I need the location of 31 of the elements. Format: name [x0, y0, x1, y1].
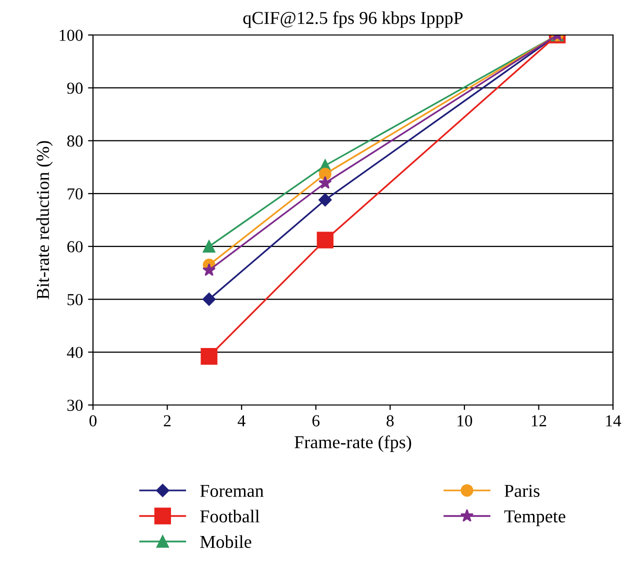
point	[316, 232, 334, 248]
y-tick-label: 90	[67, 82, 83, 94]
y-tick-label: 60	[67, 241, 83, 252]
y-tick-label: 80	[67, 135, 83, 147]
legend-label: Mobile	[200, 535, 252, 548]
x-tick-label: 2	[164, 415, 171, 426]
y-tick-label: 30	[67, 400, 83, 411]
point	[202, 292, 216, 306]
y-tick-label: 40	[66, 346, 83, 358]
y-tick-label: 50	[68, 294, 83, 306]
legend-label: Foreman	[200, 484, 264, 497]
point	[318, 193, 332, 206]
x-tick-label: 14	[606, 415, 622, 426]
legend-label: Tempete	[504, 510, 566, 526]
x-tick-label: 12	[532, 415, 546, 426]
x-tick-label: 8	[386, 415, 394, 426]
point	[202, 263, 216, 276]
point	[318, 168, 332, 180]
y-tick-label: 100	[60, 30, 83, 41]
chart-title: qCIF@12.5 fps 96 kbps IpppP	[243, 11, 463, 28]
x-tick-label: 6	[312, 415, 320, 426]
x-tick-label: 10	[458, 415, 472, 426]
legend-label: Paris	[504, 484, 540, 497]
y-tick-label: 70	[68, 188, 83, 200]
x-tick-label: 0	[89, 415, 97, 426]
point	[202, 240, 216, 253]
y-axis-title: Bit-rate reduction (%)	[36, 141, 53, 300]
x-tick-label: 4	[238, 415, 246, 426]
x-axis-title: Frame-rate (fps)	[294, 435, 412, 452]
legend-label: Football	[200, 510, 260, 522]
point	[318, 176, 332, 189]
